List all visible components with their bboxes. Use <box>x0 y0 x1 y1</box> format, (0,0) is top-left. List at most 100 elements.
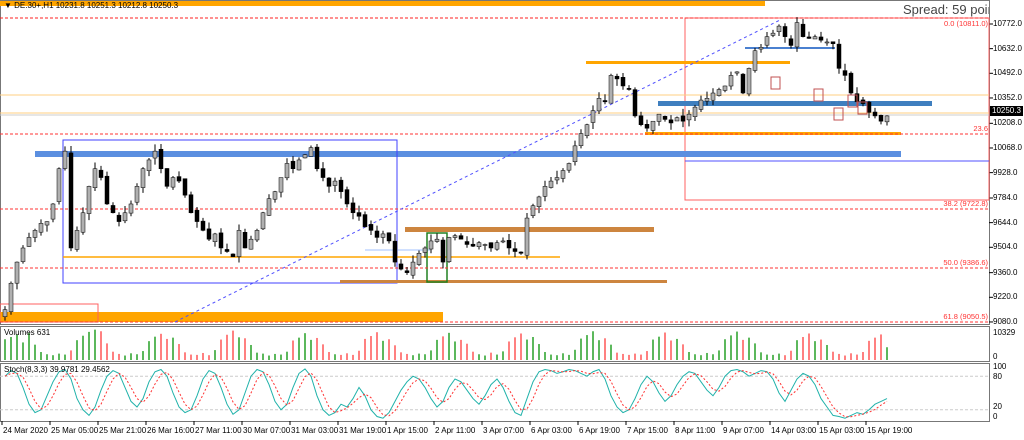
price-tick-label: 10352.0 <box>993 92 1022 102</box>
bear-candle <box>788 38 794 46</box>
volume-bar <box>532 336 534 360</box>
bear-candle <box>602 100 608 103</box>
marker-box <box>857 101 868 115</box>
stoch-level-100: 100 <box>993 362 1007 371</box>
volume-bar <box>790 350 792 360</box>
volume-bar <box>304 333 306 360</box>
bear-candle <box>680 115 686 122</box>
time-tick-label: 6 Apr 19:00 <box>579 426 620 435</box>
stoch-main-line <box>4 368 888 419</box>
bull-candle <box>44 221 50 226</box>
current-price-label: 10250.3 <box>990 106 1023 116</box>
price-tick-label: 10492.0 <box>993 68 1022 78</box>
marker-box <box>833 107 844 121</box>
volume-bar <box>52 355 54 360</box>
bear-candle <box>818 36 824 41</box>
volume-bar <box>442 336 444 360</box>
bull-candle <box>416 253 422 265</box>
time-tick-label: 24 Mar 2020 <box>3 426 48 435</box>
volume-bar <box>268 355 270 360</box>
bull-candle <box>656 113 662 122</box>
volume-bar <box>832 351 834 360</box>
bear-candle <box>104 175 110 205</box>
bull-candle <box>146 159 152 171</box>
bear-candle <box>314 146 320 170</box>
volume-bar <box>556 355 558 360</box>
volume-bar <box>526 339 528 360</box>
volume-bar <box>730 335 732 360</box>
volume-bar <box>34 344 36 360</box>
volume-bar <box>376 332 378 360</box>
volume-bar <box>850 353 852 360</box>
price-tick-label: 10068.0 <box>993 142 1022 152</box>
bull-candle <box>734 71 740 74</box>
symbol-ohlc: DE.30+,H1 10231.8 10251.3 10212.8 10250.… <box>14 1 179 10</box>
bull-candle <box>140 168 146 188</box>
bull-candle <box>542 186 548 197</box>
volume-bar <box>202 352 204 360</box>
volume-bar <box>76 340 78 360</box>
bull-candle <box>302 154 308 159</box>
bear-candle <box>488 242 494 249</box>
volume-bar <box>742 339 744 360</box>
volume-bar <box>586 335 588 360</box>
volume-bar <box>628 354 630 360</box>
bull-candle <box>296 159 302 171</box>
bear-candle <box>830 41 836 44</box>
volume-bar <box>316 337 318 360</box>
volume-bar <box>358 350 360 360</box>
volume-bar <box>844 355 846 360</box>
bull-candle <box>422 247 428 253</box>
volume-bar <box>406 353 408 360</box>
volume-bar <box>670 340 672 360</box>
volume-bar <box>430 350 432 360</box>
fib-label-61-8: 61.8 (9050.5) <box>943 312 988 321</box>
volume-bar <box>118 353 120 360</box>
volume-bar <box>772 354 774 360</box>
time-tick-label: 30 Mar 07:00 <box>243 426 291 435</box>
price-tick-label: 9360.0 <box>993 267 1018 277</box>
time-tick-label: 15 Apr 19:00 <box>867 426 913 435</box>
volume-bar <box>478 354 480 360</box>
bear-candle <box>836 43 842 69</box>
bear-candle <box>866 101 872 113</box>
volume-bar <box>502 351 504 360</box>
bull-candle <box>278 177 284 193</box>
volume-bar <box>22 342 24 360</box>
volume-bar <box>604 338 606 360</box>
volume-bar <box>610 344 612 360</box>
price-tick-label: 9080.0 <box>993 316 1018 326</box>
bull-candle <box>452 235 458 238</box>
volume-bar <box>226 334 228 360</box>
bull-candle <box>74 230 80 250</box>
bull-candle <box>482 244 488 246</box>
bull-candle <box>524 217 530 256</box>
volume-bar <box>472 351 474 360</box>
bull-candle <box>272 191 278 200</box>
brown-zone <box>340 280 667 283</box>
bull-candle <box>764 36 770 46</box>
bull-candle <box>710 92 716 101</box>
volume-bar <box>574 349 576 360</box>
orange-zone-bottom <box>0 312 443 322</box>
volume-bar <box>94 329 96 360</box>
volume-bar <box>100 331 102 360</box>
bull-candle <box>572 145 578 162</box>
volume-bar <box>124 355 126 360</box>
price-tick-label: 10208.0 <box>993 118 1022 128</box>
volume-bar <box>700 355 702 360</box>
bear-candle <box>800 23 806 37</box>
bull-candle <box>284 163 290 179</box>
volume-bar <box>214 350 216 360</box>
dropdown-triangle-icon[interactable]: ▼ <box>4 1 12 10</box>
bull-candle <box>758 46 764 50</box>
bull-candle <box>254 230 260 241</box>
bull-candle <box>746 68 752 95</box>
volume-bar <box>808 333 810 360</box>
stoch-panel-frame <box>0 363 990 422</box>
time-tick-label: 25 Mar 21:00 <box>99 426 147 435</box>
time-tick-label: 31 Mar 03:00 <box>291 426 339 435</box>
bear-candle <box>392 240 398 263</box>
